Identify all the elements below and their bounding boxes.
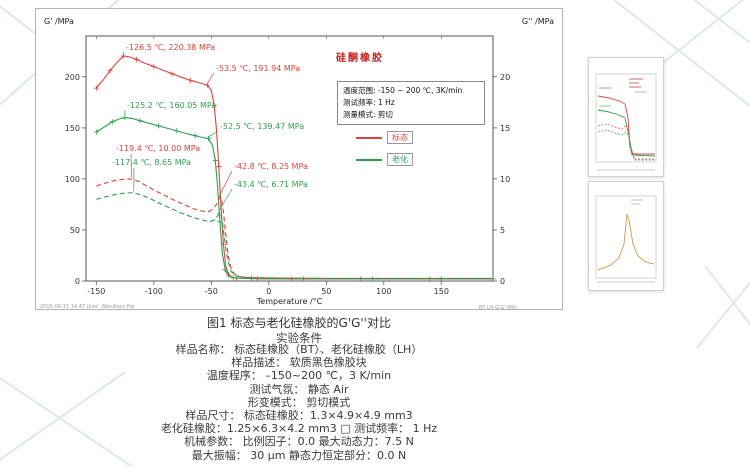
svg-text:-119.4 ℃, 10.00 MPa: -119.4 ℃, 10.00 MPa: [116, 144, 200, 153]
svg-text:-100: -100: [145, 287, 163, 296]
legend-item-aged: 老化: [356, 153, 413, 166]
legend-item-standard: 标态: [356, 131, 413, 144]
figure-caption: 图1 标态与老化硅橡胶的G'G''对比: [207, 316, 391, 330]
condition-line-temp-program: 温度程序： –150~200 ℃，3 K/min: [206, 369, 392, 383]
svg-text:-42.8 ℃, 8.25 MPa: -42.8 ℃, 8.25 MPa: [234, 162, 308, 171]
slide-thumbnail-1[interactable]: [588, 57, 664, 177]
condition-line-aged-size: 老化硅橡胶：1.25×6.3×4.2 mm3 □ 测试频率： 1 Hz: [160, 422, 438, 436]
svg-text:15: 15: [500, 124, 510, 133]
svg-text:200: 200: [65, 73, 80, 82]
test-conditions-box: 温度范围: -150 ~ 200 ℃, 3K/min 测试频率: 1 Hz 测量…: [337, 81, 485, 125]
svg-text:-126.5 ℃, 220.38 MPa: -126.5 ℃, 220.38 MPa: [126, 43, 215, 52]
svg-text:50: 50: [70, 226, 80, 235]
legend-label-aged: 老化: [387, 153, 413, 166]
condition-line-amplitude: 最大振幅： 30 μm 静态力恒定部分：0.0 N: [191, 448, 407, 462]
chart-footer-right: BT LH G'G''对比: [478, 305, 517, 311]
condition-line-deform-mode: 形变模式： 剪切模式: [247, 395, 351, 409]
svg-text:-150: -150: [87, 287, 105, 296]
svg-text:5: 5: [500, 226, 505, 235]
svg-text:50: 50: [321, 287, 331, 296]
svg-text:0: 0: [266, 287, 271, 296]
conditions-title: 实验条件: [276, 331, 322, 345]
svg-text:20: 20: [500, 73, 510, 82]
thumbnail-chart-1: [595, 73, 657, 171]
svg-text:0: 0: [500, 277, 505, 286]
svg-text:-50: -50: [205, 287, 218, 296]
svg-text:-125.2 ℃, 160.05 MPa: -125.2 ℃, 160.05 MPa: [127, 101, 216, 110]
svg-text:100: 100: [376, 287, 391, 296]
condition-line-atmosphere: 测试气氛： 静态 Air: [249, 382, 349, 396]
right-axis-title: G'' /MPa: [521, 17, 554, 26]
svg-text:100: 100: [65, 175, 80, 184]
condition-line-sample-name: 样品名称： 标态硅橡胶（BT）、老化硅橡胶（LH）: [175, 343, 423, 356]
dma-chart-panel: -150 -100 -50 0 50 100 150 0 50 100 150 200 0 5 10 15 20…: [35, 8, 563, 311]
chart-sample-title: 硅酮橡胶: [336, 53, 384, 64]
info-line-measure-mode: 测量模式: 剪切: [343, 110, 393, 119]
info-line-test-frequency: 测试频率: 1 Hz: [343, 98, 395, 107]
legend-label-standard: 标态: [387, 131, 413, 144]
info-line-temperature-range: 温度范围: -150 ~ 200 ℃, 3K/min: [343, 86, 463, 95]
chart-legend: 标态 老化: [356, 131, 413, 175]
svg-text:150: 150: [65, 124, 80, 133]
x-axis-title: Temperature /°C: [256, 297, 323, 306]
legend-line-aged: [356, 158, 382, 161]
svg-text:-52.5 ℃, 139.47 MPa: -52.5 ℃, 139.47 MPa: [220, 122, 304, 131]
svg-text:0: 0: [75, 277, 80, 286]
svg-text:-43.4 ℃, 6.71 MPa: -43.4 ℃, 6.71 MPa: [234, 180, 308, 189]
experiment-conditions: 样品名称： 标态硅橡胶（BT）、老化硅橡胶（LH） 样品描述： 软质黑色橡胶块 …: [35, 343, 563, 462]
chart-footer-left: 2015-06-15 14:47 User: Wandless Pro: [40, 304, 135, 310]
svg-text:-53.5 ℃, 191.94 MPa: -53.5 ℃, 191.94 MPa: [216, 64, 300, 73]
left-axis-title: G' /MPa: [44, 17, 74, 26]
thumbnail-chart-2: [595, 195, 657, 283]
condition-line-sample-desc: 样品描述： 软质黑色橡胶块: [231, 356, 367, 370]
condition-line-sample-size: 样品尺寸： 标态硅橡胶：1.3×4.9×4.9 mm3: [185, 409, 413, 423]
svg-text:-117.4 ℃, 8.65 MPa: -117.4 ℃, 8.65 MPa: [112, 158, 191, 167]
slide-thumbnail-2[interactable]: [588, 181, 664, 291]
dma-chart: -150 -100 -50 0 50 100 150 0 50 100 150 200 0 5 10 15 20…: [65, 35, 510, 296]
condition-line-mech-params: 机械参数： 比例因子：0.0 最大动态力：7.5 N: [184, 435, 414, 449]
svg-text:10: 10: [500, 175, 510, 184]
svg-text:150: 150: [434, 287, 449, 296]
legend-line-standard: [356, 136, 382, 139]
